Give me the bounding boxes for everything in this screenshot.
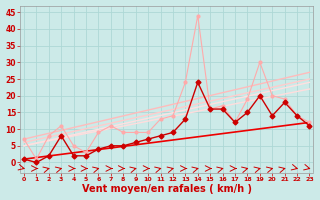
X-axis label: Vent moyen/en rafales ( km/h ): Vent moyen/en rafales ( km/h ) (82, 184, 252, 194)
